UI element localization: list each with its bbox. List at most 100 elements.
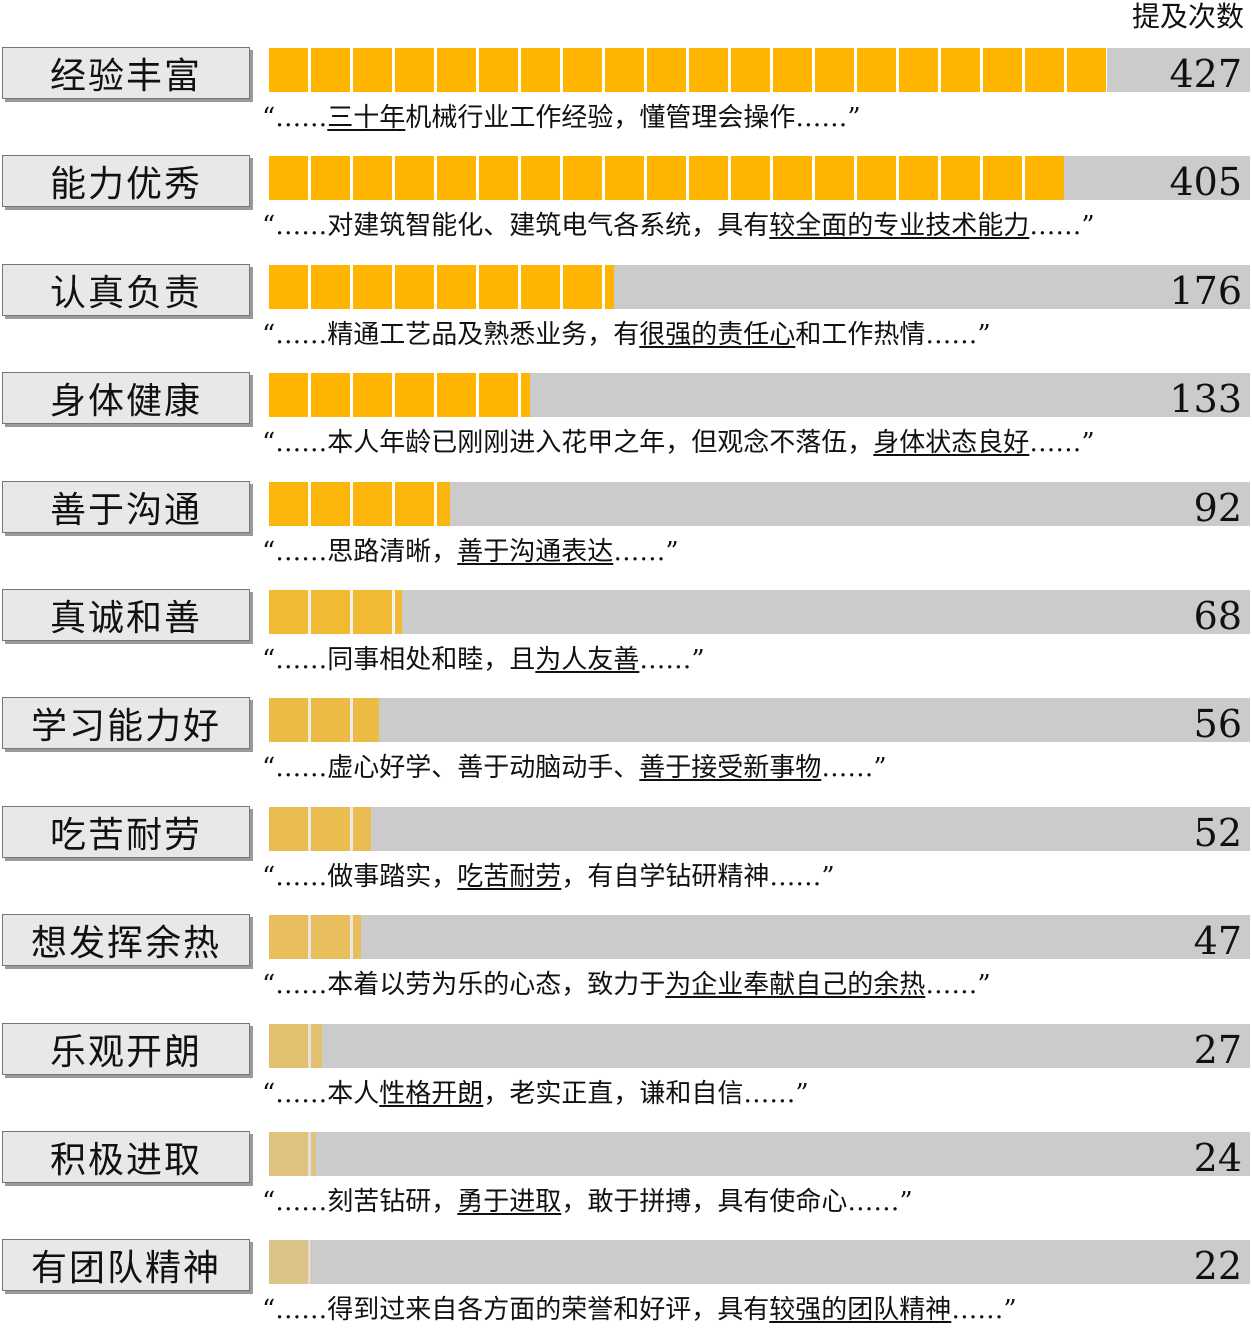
bar-track: 133	[269, 373, 1250, 421]
category-label: 身体健康	[2, 372, 250, 424]
quote-after: ……”	[951, 1295, 1017, 1325]
quote-highlight: 吃苦耐劳	[457, 862, 562, 892]
bar-row: 乐观开朗 27 “……本人性格开朗，老实正直，谦和自信……”	[0, 1020, 1252, 1128]
category-label: 吃苦耐劳	[2, 806, 250, 858]
quote-before: “……本着以劳为乐的心态，致力于	[262, 970, 666, 1000]
bar-row: 认真负责 176 “……精通工艺品及熟悉业务，有很强的责任心和工作热情……”	[0, 261, 1252, 369]
quote-text: “……做事踏实，吃苦耐劳，有自学钻研精神……”	[262, 859, 835, 895]
bar-row: 真诚和善 68 “……同事相处和睦，且为人友善……”	[0, 586, 1252, 694]
bar-row: 身体健康 133 “……本人年龄已刚刚进入花甲之年，但观念不落伍，身体状态良好……”	[0, 369, 1252, 477]
bar-track: 92	[269, 482, 1250, 530]
bar-track: 47	[269, 915, 1250, 963]
quote-highlight: 为人友善	[535, 645, 640, 675]
value-axis-title: 提及次数	[1131, 0, 1244, 33]
quote-highlight: 为企业奉献自己的余热	[665, 970, 926, 1000]
bar-row: 吃苦耐劳 52 “……做事踏实，吃苦耐劳，有自学钻研精神……”	[0, 803, 1252, 911]
bar-row: 想发挥余热 47 “……本着以劳为乐的心态，致力于为企业奉献自己的余热……”	[0, 911, 1252, 1019]
bar-row: 能力优秀 405 “……对建筑智能化、建筑电气各系统，具有较全面的专业技术能力……”	[0, 152, 1252, 260]
quote-after: 和工作热情……”	[795, 320, 991, 350]
bar	[269, 1024, 322, 1068]
bar-track: 56	[269, 698, 1250, 746]
category-label: 学习能力好	[2, 697, 250, 749]
quote-text: “……本人性格开朗，老实正直，谦和自信……”	[262, 1076, 809, 1112]
bar	[269, 915, 362, 959]
quote-before: “……对建筑智能化、建筑电气各系统，具有	[262, 211, 770, 241]
bar	[269, 265, 615, 309]
data-label: 92	[1193, 486, 1242, 530]
quote-highlight: 勇于进取	[457, 1187, 562, 1217]
quote-before: “……	[262, 103, 328, 133]
bar-row: 学习能力好 56 “……虚心好学、善于动脑动手、善于接受新事物……”	[0, 694, 1252, 802]
quote-text: “……对建筑智能化、建筑电气各系统，具有较全面的专业技术能力……”	[262, 208, 1095, 244]
category-label: 真诚和善	[2, 589, 250, 641]
bar-track: 27	[269, 1024, 1250, 1072]
quote-after: ，敢于拼搏，具有使命心……”	[561, 1187, 913, 1217]
quote-text: “……思路清晰，善于沟通表达……”	[262, 534, 679, 570]
quote-text: “……精通工艺品及熟悉业务，有很强的责任心和工作热情……”	[262, 317, 991, 353]
bar-track: 405	[269, 156, 1250, 204]
quote-highlight: 较强的团队精神	[769, 1295, 952, 1325]
bar	[269, 482, 450, 526]
quote-before: “……刻苦钻研，	[262, 1187, 458, 1217]
quote-text: “……刻苦钻研，勇于进取，敢于拼搏，具有使命心……”	[262, 1184, 913, 1220]
data-label: 47	[1193, 919, 1242, 963]
quote-before: “……本人年龄已刚刚进入花甲之年，但观念不落伍，	[262, 428, 874, 458]
quote-before: “……得到过来自各方面的荣誉和好评，具有	[262, 1295, 770, 1325]
bar	[269, 156, 1064, 200]
category-label: 善于沟通	[2, 481, 250, 533]
quote-highlight: 善于沟通表达	[457, 537, 614, 567]
bar	[269, 373, 530, 417]
quote-before: “……本人	[262, 1079, 380, 1109]
bar-track: 176	[269, 265, 1250, 313]
quote-after: ……”	[1029, 211, 1095, 241]
bar	[269, 590, 403, 634]
quote-before: “……精通工艺品及熟悉业务，有	[262, 320, 640, 350]
bar-row: 积极进取 24 “……刻苦钻研，勇于进取，敢于拼搏，具有使命心……”	[0, 1128, 1252, 1236]
quote-before: “……做事踏实，	[262, 862, 458, 892]
category-label: 有团队精神	[2, 1239, 250, 1291]
quote-text: “……三十年机械行业工作经验，懂管理会操作……”	[262, 100, 861, 136]
quote-after: 机械行业工作经验，懂管理会操作……”	[405, 103, 861, 133]
bar	[269, 1132, 317, 1176]
quote-highlight: 性格开朗	[379, 1079, 484, 1109]
quote-before: “……同事相处和睦，且	[262, 645, 536, 675]
category-label: 积极进取	[2, 1131, 250, 1183]
data-label: 24	[1193, 1136, 1242, 1180]
quote-after: ……”	[1029, 428, 1095, 458]
quote-after: ……”	[613, 537, 679, 567]
data-label: 27	[1193, 1028, 1242, 1072]
data-label: 22	[1193, 1244, 1242, 1288]
quote-after: ，老实正直，谦和自信……”	[483, 1079, 809, 1109]
quote-text: “……同事相处和睦，且为人友善……”	[262, 642, 705, 678]
quote-text: “……得到过来自各方面的荣誉和好评，具有较强的团队精神……”	[262, 1292, 1017, 1328]
bar-track: 52	[269, 807, 1250, 855]
bar-track: 427	[269, 48, 1250, 96]
quote-text: “……本人年龄已刚刚进入花甲之年，但观念不落伍，身体状态良好……”	[262, 425, 1095, 461]
quote-highlight: 身体状态良好	[873, 428, 1030, 458]
quote-before: “……思路清晰，	[262, 537, 458, 567]
quote-text: “……虚心好学、善于动脑动手、善于接受新事物……”	[262, 750, 887, 786]
bar-track: 24	[269, 1132, 1250, 1180]
bar-row: 善于沟通 92 “……思路清晰，善于沟通表达……”	[0, 478, 1252, 586]
quote-before: “……虚心好学、善于动脑动手、	[262, 753, 640, 783]
quote-after: ，有自学钻研精神……”	[561, 862, 835, 892]
bar-track: 22	[269, 1240, 1250, 1288]
quote-text: “……本着以劳为乐的心态，致力于为企业奉献自己的余热……”	[262, 967, 991, 1003]
bar-track: 68	[269, 590, 1250, 638]
bar	[269, 48, 1107, 92]
quote-highlight: 三十年	[327, 103, 406, 133]
data-label: 405	[1169, 160, 1242, 204]
category-label: 想发挥余热	[2, 914, 250, 966]
quote-highlight: 善于接受新事物	[639, 753, 822, 783]
quote-after: ……”	[925, 970, 991, 1000]
quote-highlight: 很强的责任心	[639, 320, 796, 350]
quote-after: ……”	[821, 753, 887, 783]
quote-highlight: 较全面的专业技术能力	[769, 211, 1030, 241]
data-label: 52	[1193, 811, 1242, 855]
bar-row: 有团队精神 22 “……得到过来自各方面的荣誉和好评，具有较强的团队精神……”	[0, 1236, 1252, 1344]
category-label: 能力优秀	[2, 155, 250, 207]
data-label: 56	[1193, 702, 1242, 746]
data-label: 133	[1169, 377, 1242, 421]
category-label: 认真负责	[2, 264, 250, 316]
data-label: 176	[1169, 269, 1242, 313]
